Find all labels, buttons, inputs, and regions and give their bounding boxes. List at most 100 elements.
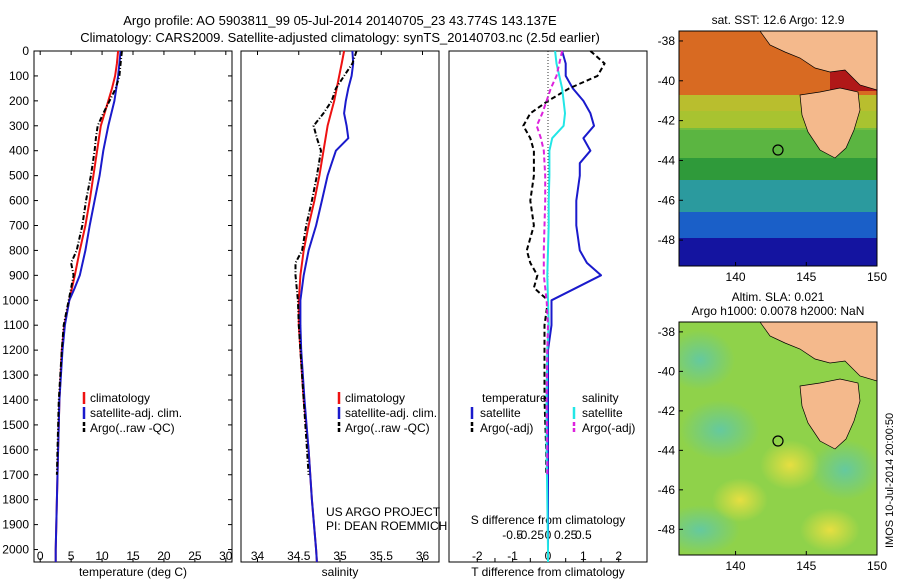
salinity-legend: climatology satellite-adj. clim. Argo(..…: [337, 391, 437, 435]
depth-tick-label: 700: [9, 218, 29, 232]
salinity-panel: 34 34.5 35 35.5 36 salinity climatology sate…: [240, 50, 447, 579]
sla-map-title-2: Argo h1000: 0.0078 h2000: NaN: [692, 304, 865, 318]
depth-tick-label: 1400: [2, 393, 29, 407]
x-tick-label: 36: [416, 549, 430, 563]
sla-float-marker: [772, 435, 784, 447]
depth-tick-label: 1300: [2, 368, 29, 382]
salinity-lines: [294, 50, 358, 563]
x-tick-label: 0: [37, 549, 44, 563]
project-label: US ARGO PROJECT: [326, 505, 441, 519]
sla-map-title-1: Altim. SLA: 0.021: [732, 290, 825, 304]
depth-tick-label: 200: [9, 94, 29, 108]
x-tick-label: 1: [580, 549, 587, 563]
salinity-xlabel: salinity: [322, 565, 359, 579]
lat-tick-label: -48: [658, 233, 676, 247]
legend-label-satellite: satellite-adj. clim.: [90, 406, 182, 420]
s-diff-tick-label: 0.5: [575, 528, 592, 542]
x-tick-label: 30: [219, 549, 233, 563]
legend-salinity-heading: salinity: [582, 391, 619, 405]
legend-label-argo-s: Argo(..raw -QC): [345, 421, 430, 435]
difference-legend: temperature satellite Argo(-adj) salinit…: [470, 391, 635, 435]
depth-tick-label: 1500: [2, 418, 29, 432]
depth-tick-label: 600: [9, 194, 29, 208]
legend-label-t-satellite: satellite: [480, 406, 521, 420]
x-tick-label: 20: [157, 549, 171, 563]
page-title: Argo profile: AO 5903811_99 05-Jul-2014 …: [0, 12, 680, 46]
sla-tasmania: [799, 378, 861, 450]
lat-tick-label: -44: [658, 443, 676, 457]
depth-tick-label: 400: [9, 144, 29, 158]
lon-tick-label: 140: [726, 270, 746, 284]
s-diff-tick-label: -0.25: [517, 528, 545, 542]
lon-tick-label: 145: [796, 270, 816, 284]
title-line-1: Argo profile: AO 5903811_99 05-Jul-2014 …: [123, 13, 557, 28]
salinity-axes-box: [240, 50, 440, 563]
legend-label-satellite-s: satellite-adj. clim.: [345, 406, 437, 420]
sst-map: sat. SST: 12.6 Argo: 12.9 -38 -40 -42 -44 -4…: [658, 13, 888, 284]
x-tick-label: 34.5: [287, 549, 311, 563]
sla-cool-patch-1: [679, 330, 735, 390]
legend-label-climatology-s: climatology: [345, 391, 405, 405]
x-tick-label: 34: [251, 549, 265, 563]
depth-tick-label: 1900: [2, 518, 29, 532]
x-tick-label: 35: [333, 549, 347, 563]
depth-tick-label: 1600: [2, 443, 29, 457]
lon-tick-label: 145: [796, 559, 816, 573]
sst-field-coldest: [679, 238, 877, 266]
lon-tick-label: 150: [867, 559, 887, 573]
depth-tick-label: 1800: [2, 493, 29, 507]
temperature-xlabel: temperature (deg C): [79, 565, 187, 579]
t-difference-xlabel: T difference from climatology: [471, 565, 625, 579]
depth-tick-label: 1700: [2, 468, 29, 482]
legend-temperature-heading: temperature: [482, 391, 547, 405]
lat-tick-label: -46: [658, 193, 676, 207]
sla-lon-ticks: 140 145 150: [726, 551, 887, 573]
sla-warm-patch-2: [712, 478, 768, 522]
series-line-temperature-satellite: [547, 50, 602, 562]
depth-tick-label: 500: [9, 169, 29, 183]
x-tick-label: -1: [507, 549, 518, 563]
lat-tick-label: -40: [658, 364, 676, 378]
sst-lat-ticks: -38 -40 -42 -44 -46 -48: [658, 34, 683, 247]
lon-tick-label: 150: [867, 270, 887, 284]
lat-tick-label: -46: [658, 483, 676, 497]
pi-label: PI: DEAN ROEMMICH: [326, 519, 447, 533]
sst-mainland: [759, 31, 877, 91]
lon-tick-label: 140: [726, 559, 746, 573]
depth-tick-label: 1100: [3, 318, 29, 332]
legend-label-t-argo: Argo(-adj): [480, 421, 533, 435]
difference-lines: [522, 50, 606, 562]
difference-panel: -2 -1 0 1 2 -0.5-0.25 0 0.250.5 T difference f…: [448, 50, 648, 579]
x-tick-label: 25: [188, 549, 202, 563]
title-line-2: Climatology: CARS2009. Satellite-adjuste…: [80, 30, 600, 45]
sla-warm-patch-1: [760, 440, 820, 490]
series-line-satellite-adj-clim-: [299, 50, 355, 563]
depth-tick-label: 1000: [2, 293, 29, 307]
sla-map: Altim. SLA: 0.021 Argo h1000: 0.0078 h20…: [658, 290, 888, 573]
sla-cool-patch-2: [680, 400, 760, 460]
sst-map-title: sat. SST: 12.6 Argo: 12.9: [712, 13, 845, 27]
depth-tick-label: 0: [22, 44, 29, 58]
temperature-panel: 0100200300400500600700800900100011001200…: [2, 44, 647, 579]
temperature-lines: [54, 50, 123, 562]
series-line-temperature-argo-adj-: [522, 50, 606, 475]
lat-tick-label: -40: [658, 74, 676, 88]
temperature-x-ticks: 0 5 10 15 20 25 30: [37, 51, 233, 563]
sla-cool-patch-3: [810, 440, 877, 500]
sla-mainland: [759, 322, 877, 382]
series-line-salinity-argo-adj-: [535, 50, 564, 475]
depth-tick-label: 900: [9, 268, 29, 282]
legend-label-s-satellite: satellite: [582, 406, 623, 420]
sla-lat-ticks: -38 -40 -42 -44 -46 -48: [658, 325, 683, 536]
x-tick-label: 15: [126, 549, 140, 563]
depth-tick-label: 300: [9, 119, 29, 133]
lat-tick-label: -38: [658, 34, 676, 48]
legend-label-climatology: climatology: [90, 391, 150, 405]
s-diff-tick-label: -0.5: [502, 528, 523, 542]
lat-tick-label: -42: [658, 404, 676, 418]
lat-tick-label: -44: [658, 153, 676, 167]
lat-tick-label: -38: [658, 325, 676, 339]
sst-tasmania: [799, 87, 861, 159]
temperature-axes-box: [33, 50, 233, 563]
